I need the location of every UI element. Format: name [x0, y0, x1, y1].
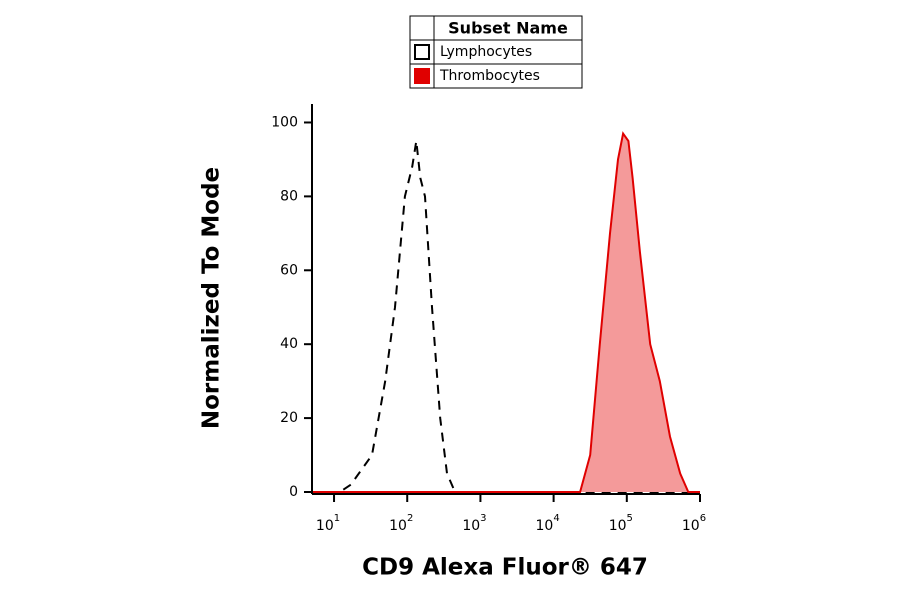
x-tick-label: 102	[389, 513, 413, 534]
x-tick-base: 10	[682, 518, 700, 534]
x-tick-base: 10	[389, 518, 407, 534]
x-tick-base: 10	[609, 518, 627, 534]
x-tick-exponent: 2	[407, 513, 413, 524]
series-line	[312, 131, 700, 493]
y-tick-label: 60	[280, 262, 298, 278]
x-tick-exponent: 6	[700, 513, 706, 524]
legend-title: Subset Name	[448, 19, 568, 38]
x-tick-exponent: 5	[627, 513, 633, 524]
legend-swatch	[414, 68, 430, 84]
x-axis-title: CD9 Alexa Fluor® 647	[362, 555, 648, 581]
y-tick-label: 20	[280, 410, 298, 426]
x-tick-exponent: 3	[480, 513, 486, 524]
legend-label: Thrombocytes	[439, 68, 540, 84]
y-tick-label: 40	[280, 336, 298, 352]
x-tick-base: 10	[316, 518, 334, 534]
y-axis-title: Normalized To Mode	[199, 167, 225, 429]
x-tick-label: 103	[462, 513, 486, 534]
legend-box	[409, 15, 583, 89]
legend-swatch	[414, 44, 430, 60]
x-tick-exponent: 1	[334, 513, 340, 524]
x-tick-label: 101	[316, 513, 340, 534]
x-tick-base: 10	[462, 518, 480, 534]
x-tick-label: 106	[682, 513, 706, 534]
x-tick-label: 105	[609, 513, 633, 534]
legend: Subset Name Lymphocytes Thrombocytes	[409, 15, 583, 89]
y-tick-label: 100	[271, 114, 298, 130]
y-tick-label: 0	[289, 484, 298, 500]
x-tick-base: 10	[536, 518, 554, 534]
x-tick-exponent: 4	[553, 513, 559, 524]
legend-label: Lymphocytes	[440, 44, 532, 60]
y-tick-label: 80	[280, 188, 298, 204]
series-area	[312, 133, 700, 492]
x-tick-label: 104	[536, 513, 560, 534]
